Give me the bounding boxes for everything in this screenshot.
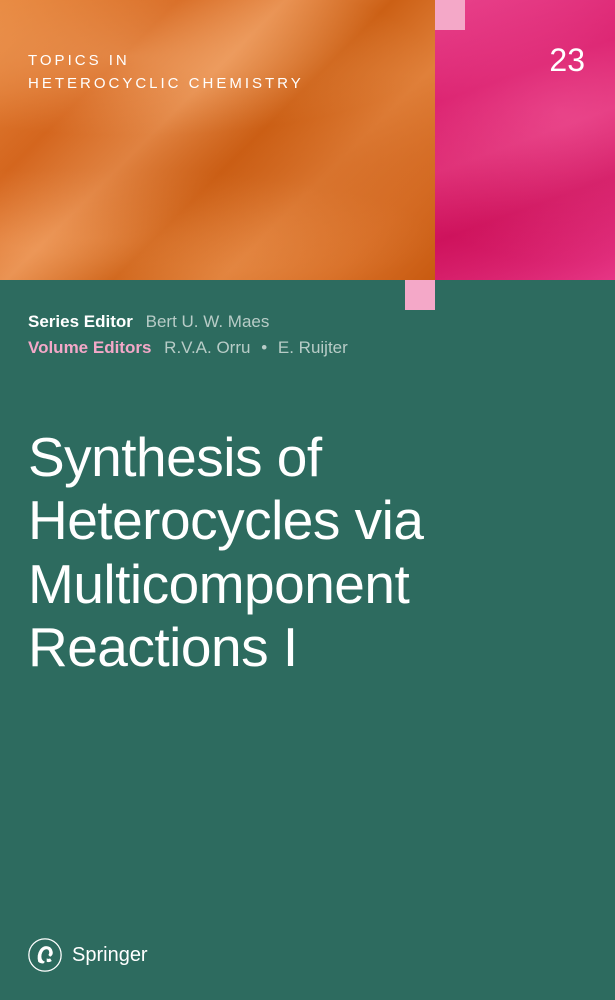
title-line3: Multicomponent (28, 553, 587, 616)
book-cover: TOPICS IN HETEROCYCLIC CHEMISTRY 23 Seri… (0, 0, 615, 1000)
main-panel: Series Editor Bert U. W. Maes Volume Edi… (0, 280, 615, 1000)
orange-texture-panel (0, 0, 435, 280)
series-editor-label: Series Editor (28, 312, 133, 331)
title-line2: Heterocycles via (28, 489, 587, 552)
volume-editor-2: E. Ruijter (278, 338, 348, 357)
series-editor-line: Series Editor Bert U. W. Maes (28, 312, 587, 332)
series-editor-name: Bert U. W. Maes (146, 312, 270, 331)
dot-separator: • (261, 338, 267, 357)
volume-editors-line: Volume Editors R.V.A. Orru • E. Ruijter (28, 338, 587, 358)
title-line4: Reactions I (28, 616, 587, 679)
notch-top (435, 0, 465, 30)
top-band: TOPICS IN HETEROCYCLIC CHEMISTRY 23 (0, 0, 615, 280)
volume-editor-1: R.V.A. Orru (164, 338, 250, 357)
series-label: TOPICS IN HETEROCYCLIC CHEMISTRY (28, 50, 304, 95)
volume-number: 23 (549, 42, 585, 79)
springer-horse-icon (28, 938, 62, 972)
title-line1: Synthesis of (28, 426, 587, 489)
publisher-block: Springer (28, 938, 148, 972)
pink-texture-panel (435, 0, 615, 280)
book-title: Synthesis of Heterocycles via Multicompo… (28, 426, 587, 679)
publisher-name: Springer (72, 944, 148, 967)
notch-bottom (405, 280, 435, 310)
series-line1: TOPICS IN (28, 50, 304, 73)
volume-editors-label: Volume Editors (28, 338, 151, 357)
series-line2: HETEROCYCLIC CHEMISTRY (28, 73, 304, 96)
